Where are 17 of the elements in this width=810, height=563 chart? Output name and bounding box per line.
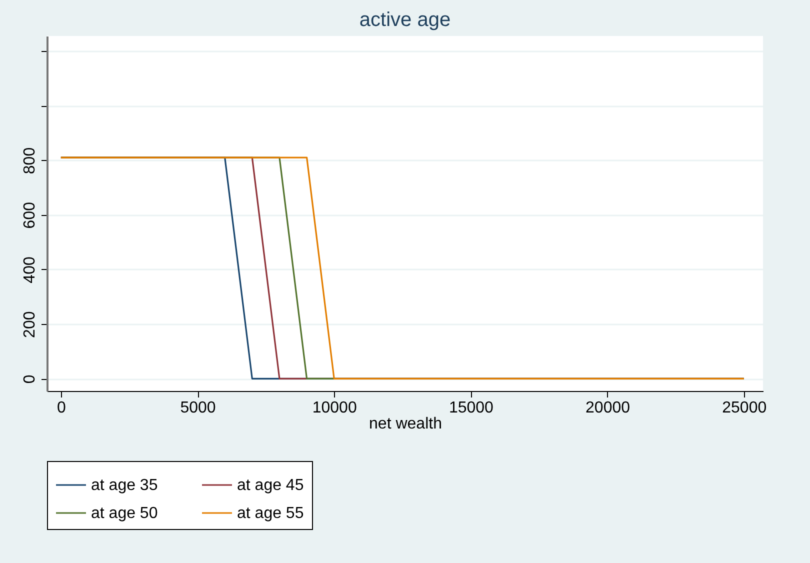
x-tick-label: 20000 — [586, 400, 630, 416]
chart-title: active age — [359, 9, 451, 31]
y-tick-label: 200 — [22, 311, 38, 338]
legend-label: at age 50 — [91, 505, 158, 522]
x-tick-label: 10000 — [312, 400, 357, 416]
x-axis-title: net wealth — [369, 416, 442, 432]
x-tick-label: 0 — [56, 400, 66, 416]
x-tick-label: 15000 — [448, 400, 494, 416]
y-tick-label: 0 — [22, 374, 38, 384]
x-tick-label: 5000 — [180, 400, 216, 416]
y-tick-label: 800 — [22, 147, 38, 174]
x-tick-label: 25000 — [722, 400, 767, 416]
legend-label: at age 45 — [237, 477, 304, 494]
y-tick-label: 600 — [22, 202, 38, 229]
y-tick-label: 400 — [22, 256, 38, 284]
legend-label: at age 55 — [237, 505, 304, 522]
legend-label: at age 35 — [91, 477, 158, 494]
